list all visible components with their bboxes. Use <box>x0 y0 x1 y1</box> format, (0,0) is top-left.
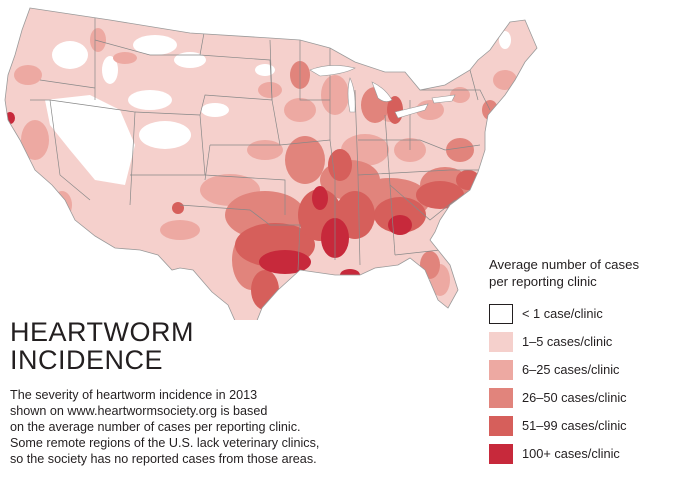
legend-item: < 1 case/clinic <box>489 303 669 324</box>
legend-swatch <box>489 387 513 408</box>
legend-item: 26–50 cases/clinic <box>489 387 669 408</box>
description-line: The severity of heartworm incidence in 2… <box>10 388 258 402</box>
legend-item: 51–99 cases/clinic <box>489 415 669 436</box>
legend-item: 100+ cases/clinic <box>489 443 669 464</box>
legend-label: < 1 case/clinic <box>522 306 603 321</box>
legend-label: 26–50 cases/clinic <box>522 390 627 405</box>
legend-title: Average number of cases per reporting cl… <box>489 256 669 290</box>
legend-label: 6–25 cases/clinic <box>522 362 620 377</box>
legend-title-line-1: Average number of cases <box>489 257 640 272</box>
legend-swatch <box>489 415 513 436</box>
description: The severity of heartworm incidence in 2… <box>10 387 390 467</box>
great-lakes <box>309 65 456 119</box>
title-line-2: INCIDENCE <box>10 345 164 375</box>
legend-swatch <box>489 443 513 464</box>
legend-swatch <box>489 359 513 380</box>
description-line: Some remote regions of the U.S. lack vet… <box>10 436 320 450</box>
legend-item: 6–25 cases/clinic <box>489 359 669 380</box>
description-line: shown on www.heartwormsociety.org is bas… <box>10 404 268 418</box>
legend: Average number of cases per reporting cl… <box>489 256 669 471</box>
description-line: on the average number of cases per repor… <box>10 420 301 434</box>
legend-label: 51–99 cases/clinic <box>522 418 627 433</box>
legend-swatch <box>489 303 513 324</box>
legend-title-line-2: per reporting clinic <box>489 274 597 289</box>
legend-label: 1–5 cases/clinic <box>522 334 613 349</box>
legend-items: < 1 case/clinic 1–5 cases/clinic 6–25 ca… <box>489 303 669 464</box>
us-heartworm-map <box>4 7 538 320</box>
description-line: so the society has no reported cases fro… <box>10 452 317 466</box>
map-title: HEARTWORM INCIDENCE <box>10 318 194 374</box>
legend-item: 1–5 cases/clinic <box>489 331 669 352</box>
legend-label: 100+ cases/clinic <box>522 446 620 461</box>
title-line-1: HEARTWORM <box>10 317 194 347</box>
legend-swatch <box>489 331 513 352</box>
